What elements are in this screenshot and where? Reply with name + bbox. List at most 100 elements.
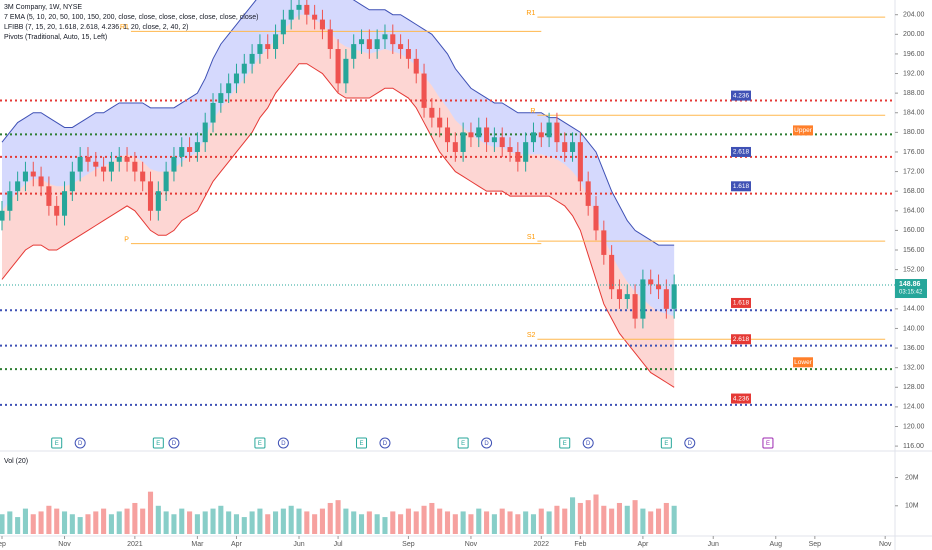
candle-body bbox=[632, 294, 638, 319]
candle-body bbox=[61, 191, 68, 216]
volume-bar bbox=[241, 517, 247, 534]
volume-bar bbox=[124, 508, 130, 534]
event-marker bbox=[51, 437, 63, 449]
volume-bar bbox=[218, 505, 224, 534]
candle-body bbox=[179, 147, 185, 157]
volume-bar bbox=[335, 500, 341, 534]
upper-band bbox=[1, 0, 675, 246]
event-marker bbox=[379, 437, 391, 449]
volume-bar bbox=[374, 514, 380, 534]
y-tick-label: 132.00 bbox=[903, 365, 925, 372]
candle-body bbox=[233, 73, 240, 84]
event-marker bbox=[254, 437, 266, 449]
volume-bar bbox=[319, 508, 325, 534]
event-label: D bbox=[78, 441, 83, 447]
event-marker bbox=[356, 437, 368, 449]
candle-body bbox=[249, 53, 255, 64]
candle-body bbox=[421, 73, 427, 108]
volume-bar bbox=[257, 508, 263, 534]
candle-body bbox=[319, 19, 325, 30]
candle-body bbox=[22, 171, 28, 182]
candle-body bbox=[562, 142, 568, 152]
volume-bar bbox=[601, 505, 607, 534]
candle-body bbox=[210, 102, 216, 123]
volume-bar bbox=[194, 514, 200, 534]
candle-body bbox=[616, 289, 622, 300]
x-tick-label: 2022 bbox=[534, 541, 550, 548]
candle-body bbox=[640, 279, 646, 319]
event-label: E bbox=[766, 441, 770, 447]
last-price-label: 148.86 bbox=[899, 281, 921, 288]
candle-body bbox=[671, 284, 677, 309]
event-marker bbox=[481, 437, 493, 449]
level-tag bbox=[731, 90, 751, 101]
volume-bar bbox=[390, 511, 396, 534]
volume-bar bbox=[570, 497, 576, 534]
volume-bar bbox=[187, 511, 193, 534]
y-tick-label: 152.00 bbox=[903, 266, 925, 273]
y-tick-label: 168.00 bbox=[903, 188, 925, 195]
volume-bar bbox=[179, 508, 185, 534]
event-marker bbox=[762, 437, 774, 449]
y-tick-label: 176.00 bbox=[903, 149, 925, 156]
candle-body bbox=[163, 171, 169, 192]
candle-body bbox=[124, 156, 130, 162]
event-label: D bbox=[281, 441, 286, 447]
y-tick-label: 124.00 bbox=[903, 404, 925, 411]
volume-bar bbox=[312, 514, 318, 534]
volume-bar bbox=[554, 505, 560, 534]
candle-body bbox=[530, 132, 537, 143]
event-label: E bbox=[664, 441, 668, 447]
volume-bar bbox=[507, 511, 513, 534]
volume-bar bbox=[358, 514, 365, 534]
event-marker bbox=[74, 437, 86, 449]
y-tick-label: 144.00 bbox=[903, 306, 925, 313]
y-tick-label: 128.00 bbox=[903, 384, 925, 391]
y-tick-label: 172.00 bbox=[903, 168, 925, 175]
x-tick-label: Nov bbox=[58, 541, 71, 548]
volume-bar bbox=[413, 511, 419, 534]
level-tag-label: 1.618 bbox=[733, 300, 750, 307]
event-label: D bbox=[484, 441, 489, 447]
volume-bar bbox=[437, 508, 443, 534]
y-tick-label: 184.00 bbox=[903, 110, 925, 117]
volume-bar bbox=[38, 511, 44, 534]
event-label: E bbox=[360, 441, 364, 447]
x-tick-label: 2021 bbox=[127, 541, 143, 548]
volume-bar bbox=[577, 502, 583, 534]
level-tag-label: 4.236 bbox=[733, 92, 750, 99]
level-tag-label: 2.618 bbox=[733, 149, 750, 156]
event-marker bbox=[582, 437, 594, 449]
event-label: E bbox=[563, 441, 567, 447]
x-tick-label: Jun bbox=[708, 541, 719, 548]
candle-body bbox=[312, 14, 318, 20]
candle-body bbox=[577, 142, 583, 182]
candle-body bbox=[288, 9, 294, 20]
level-tag-label: 1.618 bbox=[733, 183, 750, 190]
y-tick-label: 156.00 bbox=[903, 247, 925, 254]
candle-body bbox=[30, 171, 36, 177]
y-tick-label: 192.00 bbox=[903, 70, 925, 77]
volume-bar bbox=[562, 508, 568, 534]
candle-body bbox=[116, 156, 122, 162]
candle-body bbox=[452, 142, 458, 152]
event-marker bbox=[684, 437, 696, 449]
y-tick-label: 180.00 bbox=[903, 129, 925, 136]
volume-bar bbox=[30, 514, 36, 534]
volume-bar bbox=[663, 502, 669, 534]
volume-bar bbox=[69, 514, 75, 534]
volume-bar bbox=[77, 517, 83, 534]
candle-body bbox=[202, 122, 208, 143]
volume-bar bbox=[655, 508, 662, 534]
volume-bar bbox=[648, 511, 654, 534]
volume-bar bbox=[155, 505, 161, 534]
level-tag bbox=[731, 297, 751, 308]
volume-bar bbox=[484, 511, 490, 534]
candle-body bbox=[38, 176, 44, 187]
candle-body bbox=[499, 137, 505, 148]
x-tick-label: Sep bbox=[402, 541, 415, 548]
candle-body bbox=[7, 191, 13, 211]
candle-body bbox=[444, 127, 451, 143]
event-marker bbox=[559, 437, 571, 449]
